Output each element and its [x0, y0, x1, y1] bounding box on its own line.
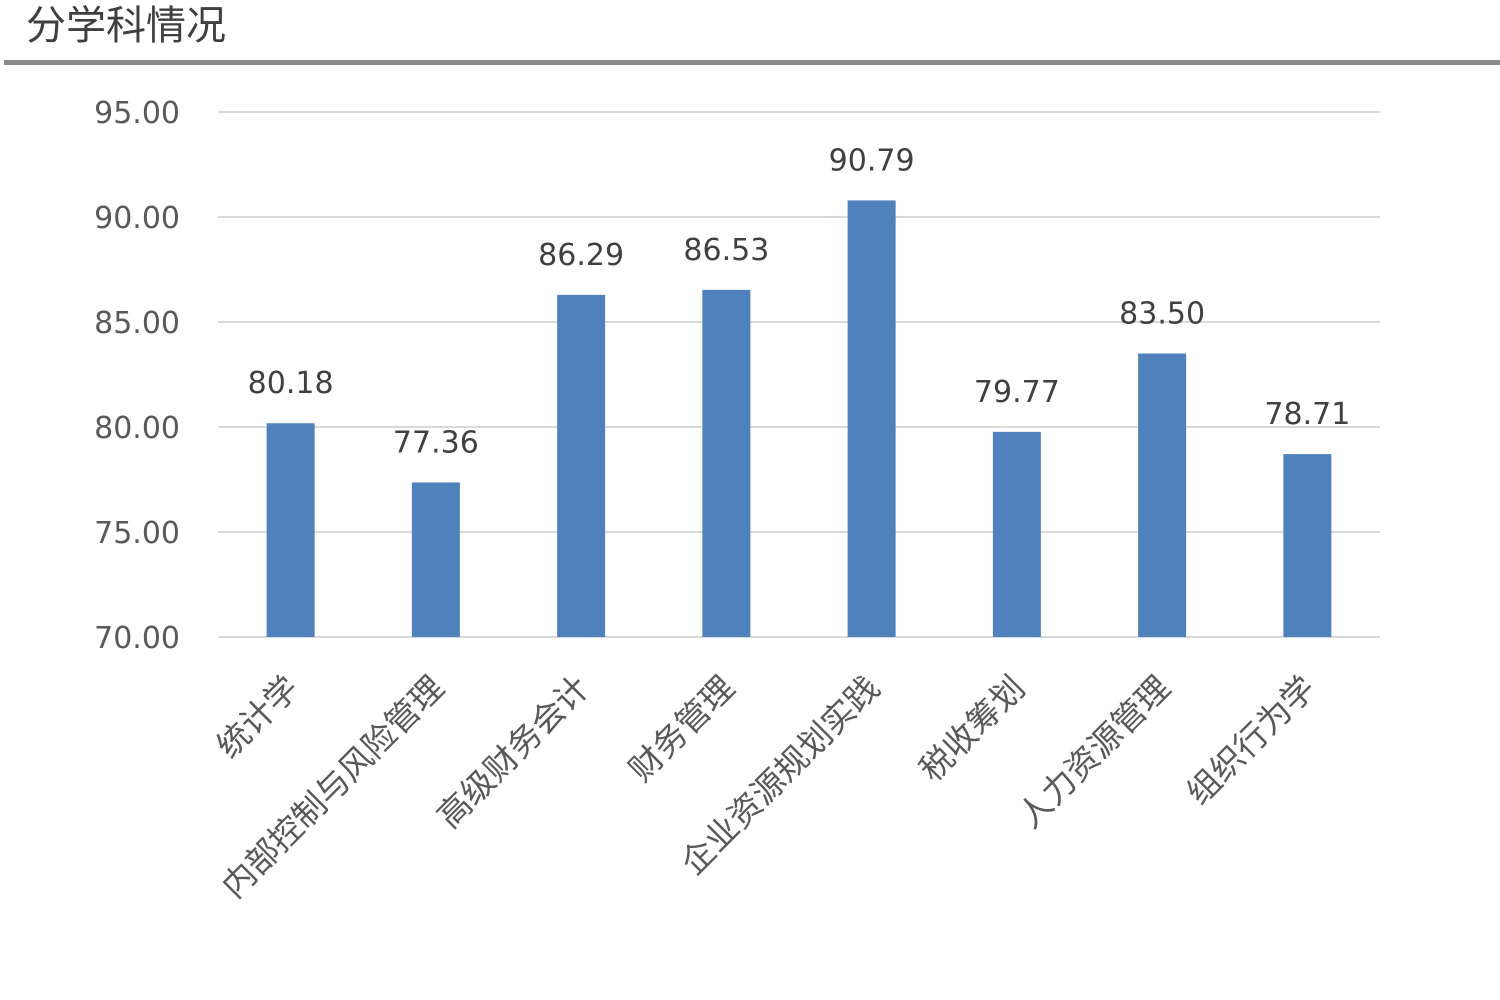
data-label: 77.36: [393, 425, 479, 460]
data-label: 90.79: [829, 143, 915, 178]
section-title: 分学科情况: [26, 3, 226, 49]
section-divider: [4, 60, 1500, 65]
y-tick-label: 85.00: [94, 306, 180, 341]
bar: [992, 431, 1041, 637]
y-tick-label: 75.00: [94, 516, 180, 551]
data-label: 80.18: [248, 366, 334, 401]
y-tick-label: 95.00: [94, 96, 180, 131]
y-tick-label: 70.00: [94, 621, 180, 656]
bar: [557, 294, 606, 637]
section-header: 分学科情况: [0, 0, 1500, 70]
data-label: 83.50: [1119, 297, 1205, 332]
y-tick-label: 90.00: [94, 201, 180, 236]
category-label: 税收筹划: [912, 668, 1033, 789]
category-label: 财务管理: [621, 668, 742, 789]
bar: [702, 289, 751, 637]
data-label: 86.29: [538, 238, 624, 273]
data-label: 86.53: [683, 233, 769, 268]
category-label: 高级财务会计: [429, 668, 597, 836]
y-tick-label: 80.00: [94, 411, 180, 446]
category-label: 人力资源管理: [1010, 668, 1178, 836]
data-label: 79.77: [974, 375, 1060, 410]
data-labels: 80.18 77.36 86.29 86.53 90.79 79.77 83.50 78.71: [248, 143, 1351, 460]
bar: [266, 423, 315, 637]
bar: [411, 482, 460, 637]
category-label: 组织行为学: [1179, 668, 1323, 812]
bar: [1283, 454, 1332, 637]
gridlines: [218, 111, 1380, 638]
data-label: 78.71: [1264, 397, 1350, 432]
category-label: 统计学: [209, 668, 307, 766]
y-axis-tick-labels: 70.00 75.00 80.00 85.00 90.00 95.00: [94, 96, 180, 656]
bar: [847, 200, 896, 637]
bars: [266, 200, 1332, 637]
bar: [1138, 353, 1187, 637]
